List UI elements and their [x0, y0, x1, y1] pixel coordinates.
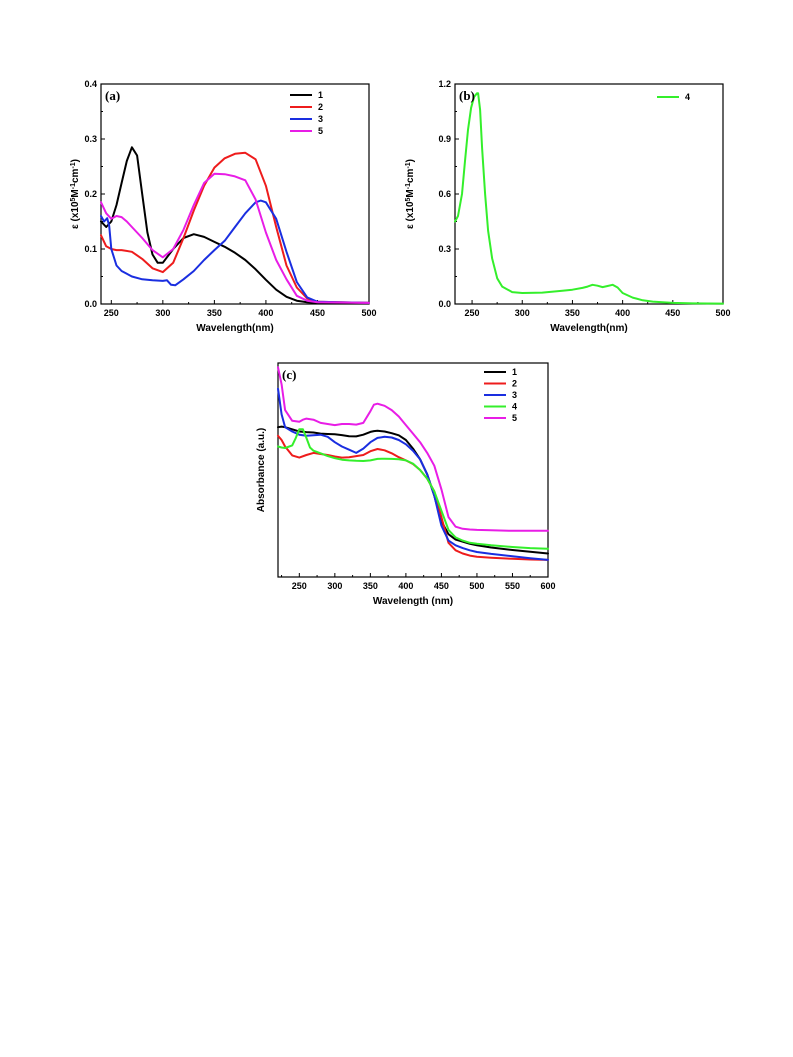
chart-panel-a: 250 300 350 400 450 500 0.0 0.1 0.2 0.3 0.4 (a) 1 2 3 5… — [70, 70, 380, 355]
x-tick-label: 550 — [505, 581, 520, 591]
x-tick-label: 400 — [258, 308, 273, 318]
x-tick-label: 400 — [615, 308, 630, 318]
x-tick-label: 300 — [515, 308, 530, 318]
legend-label-4: 4 — [685, 92, 690, 102]
y-axis-title: ε (x105M-1cm-1) — [405, 159, 417, 229]
y-axis-title-part: cm — [405, 168, 416, 183]
y-axis-title-part: ) — [405, 159, 416, 162]
series-3-line — [100, 199, 370, 304]
y-axis-title: ε (x105M-1cm-1) — [70, 159, 82, 229]
x-tick-label: 350 — [207, 308, 222, 318]
x-tick-label: 250 — [292, 581, 307, 591]
x-tick-label: 450 — [665, 308, 680, 318]
y-axis-title-part: M — [70, 189, 81, 197]
legend-label-4: 4 — [512, 402, 517, 412]
legend-label-5: 5 — [512, 413, 517, 423]
chart-panel-c: 250 300 350 400 450 500 550 600 (c) 1 2 3 4 5 Waveleng… — [240, 355, 570, 630]
x-tick-label: 300 — [327, 581, 342, 591]
x-tick-label: 400 — [398, 581, 413, 591]
x-tick-label: 600 — [540, 581, 555, 591]
legend-label-2: 2 — [318, 102, 323, 112]
y-axis-title-part: 5 — [70, 197, 77, 201]
x-tick-label: 500 — [361, 308, 376, 318]
x-tick-label: 450 — [434, 581, 449, 591]
legend-label-2: 2 — [512, 379, 517, 389]
chart-b-svg: 250 300 350 400 450 500 0.0 0.3 0.6 0.9 1.2 (b) 4 Wav… — [405, 79, 731, 334]
y-axis-title-part: 5 — [405, 197, 412, 201]
y-axis-title-part: ) — [70, 159, 81, 162]
panel-label: (a) — [105, 88, 120, 103]
chart-c-svg: 250 300 350 400 450 500 550 600 (c) 1 23 45 Waveleng… — [256, 362, 556, 607]
x-axis-title: Wavelength(nm) — [196, 323, 273, 334]
legend-label-3: 3 — [318, 114, 323, 124]
y-axis-title-part: -1 — [405, 162, 412, 168]
y-tick-label: 0.1 — [84, 244, 97, 254]
y-tick-label: 0.4 — [84, 79, 97, 89]
series-3-line — [277, 387, 549, 561]
x-axis-title: Wavelength(nm) — [550, 323, 627, 334]
y-axis-title-part: ε (x10 — [70, 201, 81, 229]
y-tick-label: 1.2 — [438, 79, 451, 89]
y-tick-label: 0.9 — [438, 134, 451, 144]
series-5-line — [277, 366, 549, 532]
x-tick-label: 500 — [715, 308, 730, 318]
x-tick-label: 250 — [465, 308, 480, 318]
chart-panel-b: 250 300 350 400 450 500 0.0 0.3 0.6 0.9 1.2 (b) 4 Wav… — [395, 70, 735, 355]
series-4-line — [277, 428, 549, 550]
y-axis-title-part: -1 — [405, 183, 412, 189]
y-axis-title-part: -1 — [70, 162, 77, 168]
panel-label: (c) — [282, 367, 296, 382]
x-tick-label: 350 — [363, 581, 378, 591]
y-tick-label: 0.3 — [438, 244, 451, 254]
plot-frame — [277, 362, 549, 578]
series-4-line — [454, 92, 724, 305]
x-axis-title: Wavelength (nm) — [373, 596, 453, 607]
series-1-line — [277, 425, 549, 555]
legend-label-3: 3 — [512, 390, 517, 400]
x-tick-label: 350 — [565, 308, 580, 318]
x-tick-label: 500 — [469, 581, 484, 591]
y-axis-title-part: ε (x10 — [405, 201, 416, 229]
y-axis-title-part: cm — [70, 168, 81, 183]
y-axis-title: Absorbance (a.u.) — [256, 428, 267, 512]
legend-label-5: 5 — [318, 126, 323, 136]
y-tick-label: 0.6 — [438, 189, 451, 199]
legend-label-1: 1 — [512, 367, 517, 377]
y-tick-label: 0.2 — [84, 189, 97, 199]
y-tick-label: 0.3 — [84, 134, 97, 144]
legend-label-1: 1 — [318, 90, 323, 100]
y-tick-label: 0.0 — [438, 299, 451, 309]
y-axis-title-part: -1 — [70, 183, 77, 189]
x-tick-label: 450 — [310, 308, 325, 318]
x-tick-label: 300 — [155, 308, 170, 318]
panel-label: (b) — [459, 88, 475, 103]
x-tick-label: 250 — [104, 308, 119, 318]
y-tick-label: 0.0 — [84, 299, 97, 309]
series-2-line — [277, 434, 549, 561]
chart-a-svg: 250 300 350 400 450 500 0.0 0.1 0.2 0.3 0.4 (a) 1 2 3 5… — [70, 79, 377, 334]
y-axis-title-part: M — [405, 189, 416, 197]
series-5-line — [100, 172, 370, 304]
series-2-line — [100, 151, 370, 304]
